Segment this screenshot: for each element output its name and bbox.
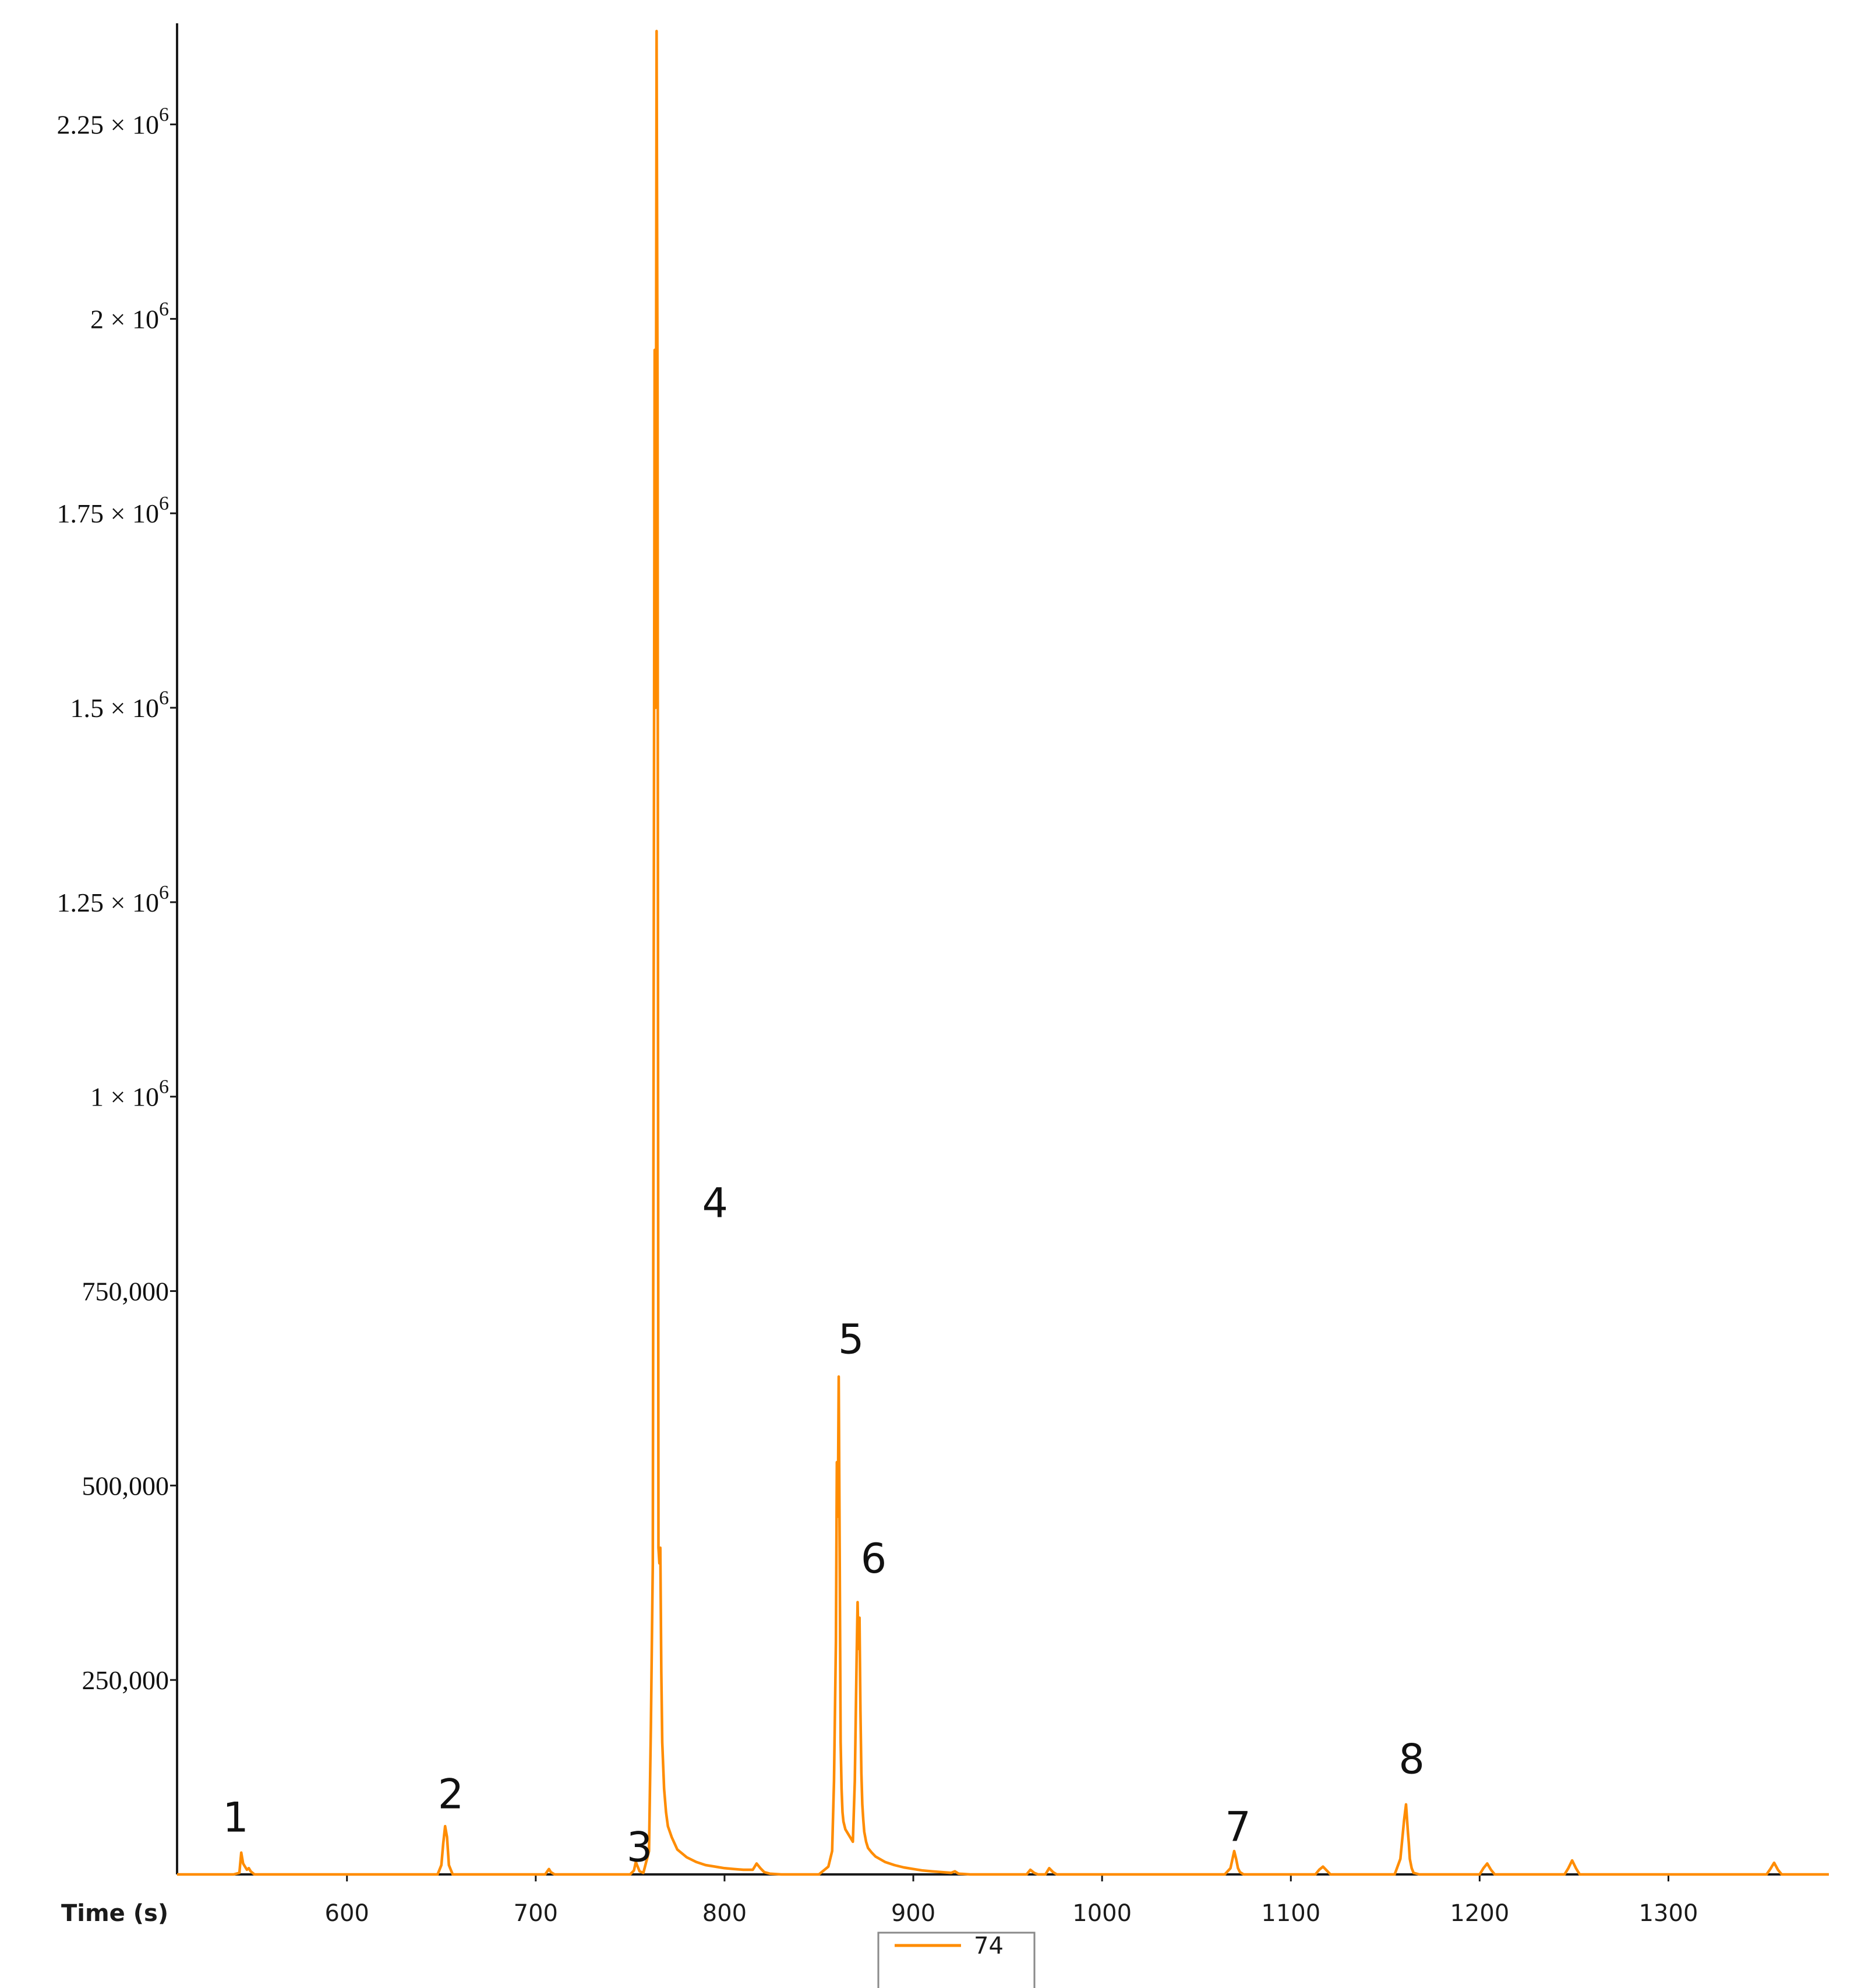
y-tick-mantissa: 1.75	[57, 499, 104, 528]
peak-label: 7	[1225, 1803, 1251, 1851]
y-tick-base: 10	[132, 1082, 159, 1112]
y-tick-label: 2 × 106	[90, 298, 169, 334]
x-tick-label: 800	[702, 1900, 747, 1927]
legend[interactable]: 74	[877, 1931, 1036, 1988]
y-tick-mantissa: 1.25	[57, 888, 104, 917]
series-line-74	[177, 30, 1829, 1876]
y-tick-label: 750,000	[82, 1277, 169, 1306]
y-tick-exponent: 6	[159, 687, 169, 709]
peak-label: 2	[438, 1771, 464, 1818]
x-tick-label: 1300	[1639, 1900, 1698, 1927]
x-tick-label: 700	[514, 1900, 558, 1927]
peak-label: 5	[838, 1315, 864, 1363]
y-tick-base: 10	[132, 499, 159, 528]
y-tick-exponent: 6	[159, 298, 169, 320]
y-tick-label: 1 × 106	[90, 1076, 169, 1112]
y-tick-mantissa: 2	[90, 304, 104, 334]
y-tick-base: 10	[132, 888, 159, 917]
y-tick-label: 1.75 × 106	[57, 493, 169, 528]
peak-label: 8	[1398, 1735, 1425, 1783]
y-tick-label: 250,000	[82, 1665, 169, 1695]
y-tick-mantissa: 1	[90, 1082, 104, 1112]
y-tick-mantissa: 2.25	[57, 110, 104, 140]
y-tick-exponent: 6	[159, 1076, 169, 1098]
y-tick-times: ×	[104, 499, 132, 528]
y-tick-exponent: 6	[159, 493, 169, 514]
x-axis-title: Time (s)	[61, 1900, 168, 1927]
y-tick-base: 10	[132, 304, 159, 334]
peak-labels: 1 2 3 4 5 6 7 8	[222, 1180, 1425, 1872]
y-tick-label: 1.5 × 106	[70, 687, 169, 723]
y-tick-label: 1.25 × 106	[57, 882, 169, 917]
x-tick-label: 900	[891, 1900, 935, 1927]
y-tick-base: 10	[132, 110, 159, 140]
legend-box	[877, 1931, 1036, 1988]
y-tick-exponent: 6	[159, 882, 169, 903]
x-tick-label: 1000	[1072, 1900, 1132, 1927]
x-tick-label: 1200	[1450, 1900, 1509, 1927]
y-tick-mantissa: 1.5	[70, 693, 104, 723]
y-tick-times: ×	[104, 304, 132, 334]
peak-label: 1	[222, 1794, 249, 1842]
x-tick-label: 1100	[1261, 1900, 1320, 1927]
y-tick-times: ×	[104, 1082, 132, 1112]
x-tick-label: 600	[325, 1900, 369, 1927]
x-axis-ticks: 600 700 800 900 1000 1100 1200 1300	[325, 1874, 1698, 1927]
y-tick-label: 2.25 × 106	[57, 104, 169, 140]
y-tick-times: ×	[104, 693, 132, 723]
peak-label: 4	[702, 1180, 728, 1227]
y-tick-base: 10	[132, 693, 159, 723]
y-tick-label: 500,000	[82, 1471, 169, 1500]
y-tick-exponent: 6	[159, 104, 169, 126]
y-tick-times: ×	[104, 110, 132, 140]
peak-label: 6	[861, 1535, 887, 1583]
peak-label: 3	[627, 1823, 653, 1871]
legend-label: 74	[974, 1933, 1004, 1959]
y-tick-times: ×	[104, 888, 132, 917]
